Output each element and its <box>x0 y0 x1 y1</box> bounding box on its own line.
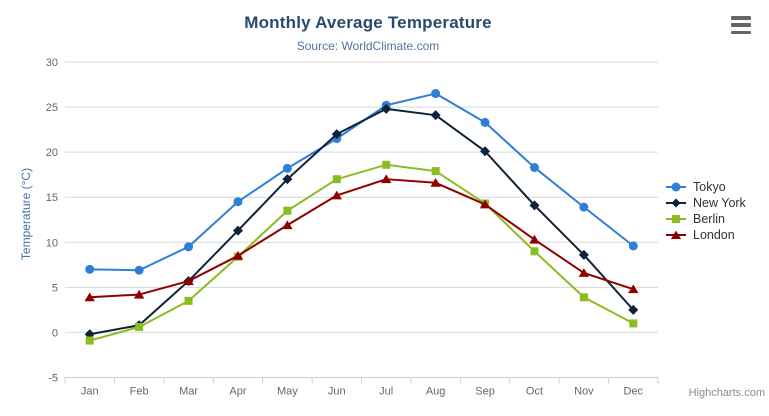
data-point-berlin[interactable] <box>332 175 341 184</box>
data-point-london[interactable] <box>529 234 540 244</box>
data-point-berlin[interactable] <box>283 206 292 215</box>
y-axis-tick-label: 20 <box>46 147 58 159</box>
x-axis-tick-label: Jan <box>81 386 99 398</box>
data-point-london[interactable] <box>84 292 95 302</box>
credits-link[interactable]: Highcharts.com <box>688 387 765 399</box>
triangle-legend-icon <box>666 230 686 239</box>
data-point-new-york[interactable] <box>430 110 441 121</box>
data-point-tokyo[interactable] <box>184 242 194 252</box>
legend-item-berlin[interactable]: Berlin <box>666 211 746 227</box>
x-axis-tick-label: Dec <box>624 386 644 398</box>
series-line-tokyo <box>88 92 635 272</box>
x-axis-tick-label: Apr <box>229 386 246 398</box>
data-point-london[interactable] <box>331 190 342 200</box>
x-axis-tick-label: Mar <box>179 386 198 398</box>
chart-title: Monthly Average Temperature <box>244 13 492 32</box>
data-point-tokyo[interactable] <box>134 265 144 275</box>
data-point-london[interactable] <box>183 276 194 286</box>
data-point-london[interactable] <box>430 177 441 187</box>
data-point-london[interactable] <box>479 199 491 209</box>
data-point-berlin[interactable] <box>135 323 144 332</box>
data-point-berlin[interactable] <box>579 293 588 302</box>
data-point-london[interactable] <box>628 284 639 294</box>
y-axis-title: Temperature (°C) <box>19 168 33 260</box>
series-line-berlin <box>88 163 635 342</box>
data-point-new-york[interactable] <box>628 304 639 315</box>
hamburger-menu-icon <box>731 30 751 34</box>
data-point-london[interactable] <box>282 220 293 230</box>
legend: Tokyo New York Berlin London <box>666 179 746 243</box>
data-point-berlin[interactable] <box>629 319 638 328</box>
data-point-new-york[interactable] <box>232 225 243 236</box>
legend-label: Tokyo <box>693 180 726 194</box>
square-legend-icon <box>666 215 686 223</box>
data-point-berlin[interactable] <box>431 167 440 176</box>
x-axis-tick-label: Nov <box>574 386 594 398</box>
data-point-berlin[interactable] <box>85 336 94 345</box>
data-point-tokyo[interactable] <box>233 197 243 207</box>
diamond-legend-icon <box>666 198 686 208</box>
data-point-tokyo[interactable] <box>480 117 490 127</box>
data-point-tokyo[interactable] <box>282 163 292 173</box>
data-point-new-york[interactable] <box>480 146 491 157</box>
legend-item-tokyo[interactable]: Tokyo <box>666 179 746 195</box>
hamburger-menu-icon <box>731 23 751 27</box>
data-point-tokyo[interactable] <box>579 202 589 212</box>
x-axis-tick-label: Jul <box>379 386 393 398</box>
legend-item-new-york[interactable]: New York <box>666 195 746 211</box>
y-axis-tick-label: 25 <box>46 102 58 114</box>
y-axis-tick-label: 30 <box>46 57 58 69</box>
data-point-new-york[interactable] <box>381 103 392 114</box>
data-point-london[interactable] <box>578 268 590 277</box>
data-point-london[interactable] <box>381 174 392 184</box>
x-axis-tick-label: May <box>277 386 298 398</box>
data-point-new-york[interactable] <box>331 129 342 140</box>
data-point-tokyo[interactable] <box>529 162 539 172</box>
legend-label: London <box>693 228 735 242</box>
data-point-tokyo[interactable] <box>431 89 441 99</box>
y-axis-tick-label: 0 <box>52 327 58 339</box>
data-point-london[interactable] <box>232 251 244 260</box>
hamburger-menu-icon <box>731 16 751 20</box>
chart-context-menu-button[interactable] <box>731 16 753 34</box>
x-axis-tick-label: Oct <box>526 386 543 398</box>
x-axis-tick-label: Feb <box>130 386 149 398</box>
data-point-london[interactable] <box>133 289 145 299</box>
legend-item-london[interactable]: London <box>666 227 746 243</box>
y-axis-tick-label: 10 <box>46 237 58 249</box>
chart-subtitle: Source: WorldClimate.com <box>296 39 440 53</box>
data-point-berlin[interactable] <box>184 296 193 305</box>
y-axis-tick-label: 15 <box>46 192 58 204</box>
data-point-tokyo[interactable] <box>85 264 95 274</box>
data-point-new-york[interactable] <box>578 249 589 260</box>
data-point-tokyo[interactable] <box>628 241 638 251</box>
y-axis-tick-label: -5 <box>48 373 58 385</box>
data-point-new-york[interactable] <box>529 200 540 211</box>
legend-label: New York <box>693 196 746 210</box>
x-axis-tick-label: Sep <box>475 386 495 398</box>
series-line-new-york <box>88 107 635 336</box>
data-point-berlin[interactable] <box>382 160 391 169</box>
series-line-london <box>88 178 635 299</box>
y-axis-tick-label: 5 <box>52 282 58 294</box>
circle-legend-icon <box>666 182 686 192</box>
data-point-new-york[interactable] <box>282 174 293 185</box>
x-axis-tick-label: Aug <box>426 386 446 398</box>
data-point-berlin[interactable] <box>530 247 539 256</box>
legend-label: Berlin <box>693 212 725 226</box>
x-axis-tick-label: Jun <box>328 386 346 398</box>
